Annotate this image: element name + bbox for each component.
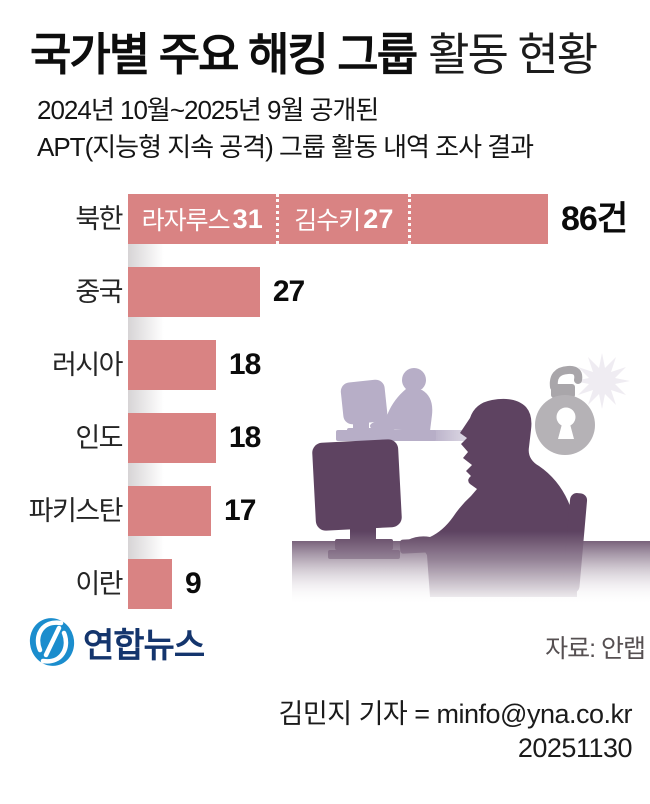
axis-shadow <box>128 194 170 609</box>
segment-value: 27 <box>363 203 394 234</box>
subtitle-line-2: APT(지능형 지속 공격) 그룹 활동 내역 조사 결과 <box>37 132 534 162</box>
desk-silhouette <box>336 430 436 441</box>
bar-label: 인도 <box>75 423 123 453</box>
yonhap-logo: 연합뉴스 <box>28 616 205 668</box>
source-credit: 자료: 안랩 <box>545 635 646 663</box>
padlock-icon <box>535 365 595 455</box>
bar-value: 17 <box>224 494 256 527</box>
padlock-shackle <box>549 365 583 391</box>
monitor-silhouette <box>312 439 402 531</box>
bar-segment: 라자루스 31 <box>128 194 280 244</box>
keyhole-circle <box>556 407 576 427</box>
bar-row: 인도 18 <box>0 413 650 463</box>
segment-label: 김수키 <box>294 207 361 235</box>
bar-row: 북한 라자루스 31 김수키 27 86건 <box>0 194 650 244</box>
bar-label: 북한 <box>75 204 123 234</box>
yonhap-emblem-icon <box>29 618 75 666</box>
bar-row: 중국 27 <box>0 267 650 317</box>
keyhole-stem <box>558 424 574 439</box>
page-title: 국가별 주요 해킹 그룹 활동 현황 <box>30 26 598 84</box>
bar-value: 18 <box>228 421 261 454</box>
bar-label: 러시아 <box>51 350 124 380</box>
bar-segment: 김수키 27 <box>279 194 412 244</box>
bar-label: 파키스탄 <box>28 496 124 526</box>
bar-value: 9 <box>184 567 202 600</box>
bar-segment <box>411 194 548 244</box>
page-title-bold: 국가별 주요 해킹 그룹 <box>30 29 418 80</box>
segment-label: 라자루스 <box>141 207 231 235</box>
yonhap-logo-text: 연합뉴스 <box>83 626 205 665</box>
bar-value: 18 <box>228 348 261 381</box>
bar: 라자루스 31 김수키 27 <box>128 194 548 244</box>
bar-value: 27 <box>272 275 305 308</box>
starburst-icon <box>574 353 630 409</box>
bar-row: 파키스탄 17 <box>0 486 650 536</box>
crt-neck <box>353 422 369 428</box>
bar <box>128 486 212 536</box>
analyst-head <box>402 368 426 392</box>
analyst-body <box>373 389 433 431</box>
reporter-credit: 김민지 기자 = minfo@yna.co.kr 20251130 <box>278 697 633 765</box>
bar-row: 이란 9 <box>0 559 650 609</box>
chair-post <box>422 405 427 432</box>
bar-label: 중국 <box>75 277 123 307</box>
reporter-line: 김민지 기자 = minfo@yna.co.kr <box>278 699 633 729</box>
crt-monitor-silhouette <box>340 379 388 425</box>
bottom-fade <box>280 531 650 620</box>
padlock-clasp <box>551 384 575 398</box>
bar <box>128 267 260 317</box>
bar-row: 러시아 18 <box>0 340 650 390</box>
subtitle-line-1: 2024년 10월~2025년 9월 공개된 <box>37 95 379 125</box>
bar-label: 이란 <box>75 569 123 599</box>
segment-value: 31 <box>232 203 263 234</box>
bar <box>128 559 172 609</box>
date-line: 20251130 <box>517 733 633 763</box>
analyst-hands <box>370 420 398 432</box>
bar <box>128 413 216 463</box>
hacker-illustration <box>280 353 650 620</box>
bar <box>128 340 216 390</box>
bar-value: 86건 <box>561 200 628 238</box>
page-title-light: 활동 현황 <box>428 29 598 80</box>
page-subtitle: 2024년 10월~2025년 9월 공개된 APT(지능형 지속 공격) 그룹… <box>37 92 534 166</box>
